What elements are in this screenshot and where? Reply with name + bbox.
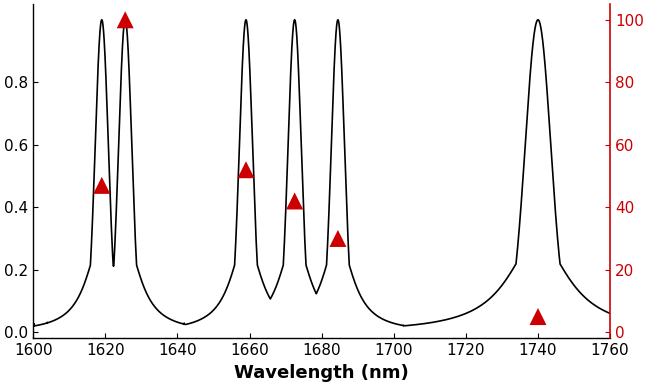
Point: [533, 313, 543, 320]
Point: [120, 17, 130, 23]
Point: [97, 182, 107, 188]
Point: [332, 235, 343, 242]
Point: [241, 167, 251, 173]
Point: [290, 198, 300, 204]
X-axis label: Wavelength (nm): Wavelength (nm): [235, 364, 409, 382]
